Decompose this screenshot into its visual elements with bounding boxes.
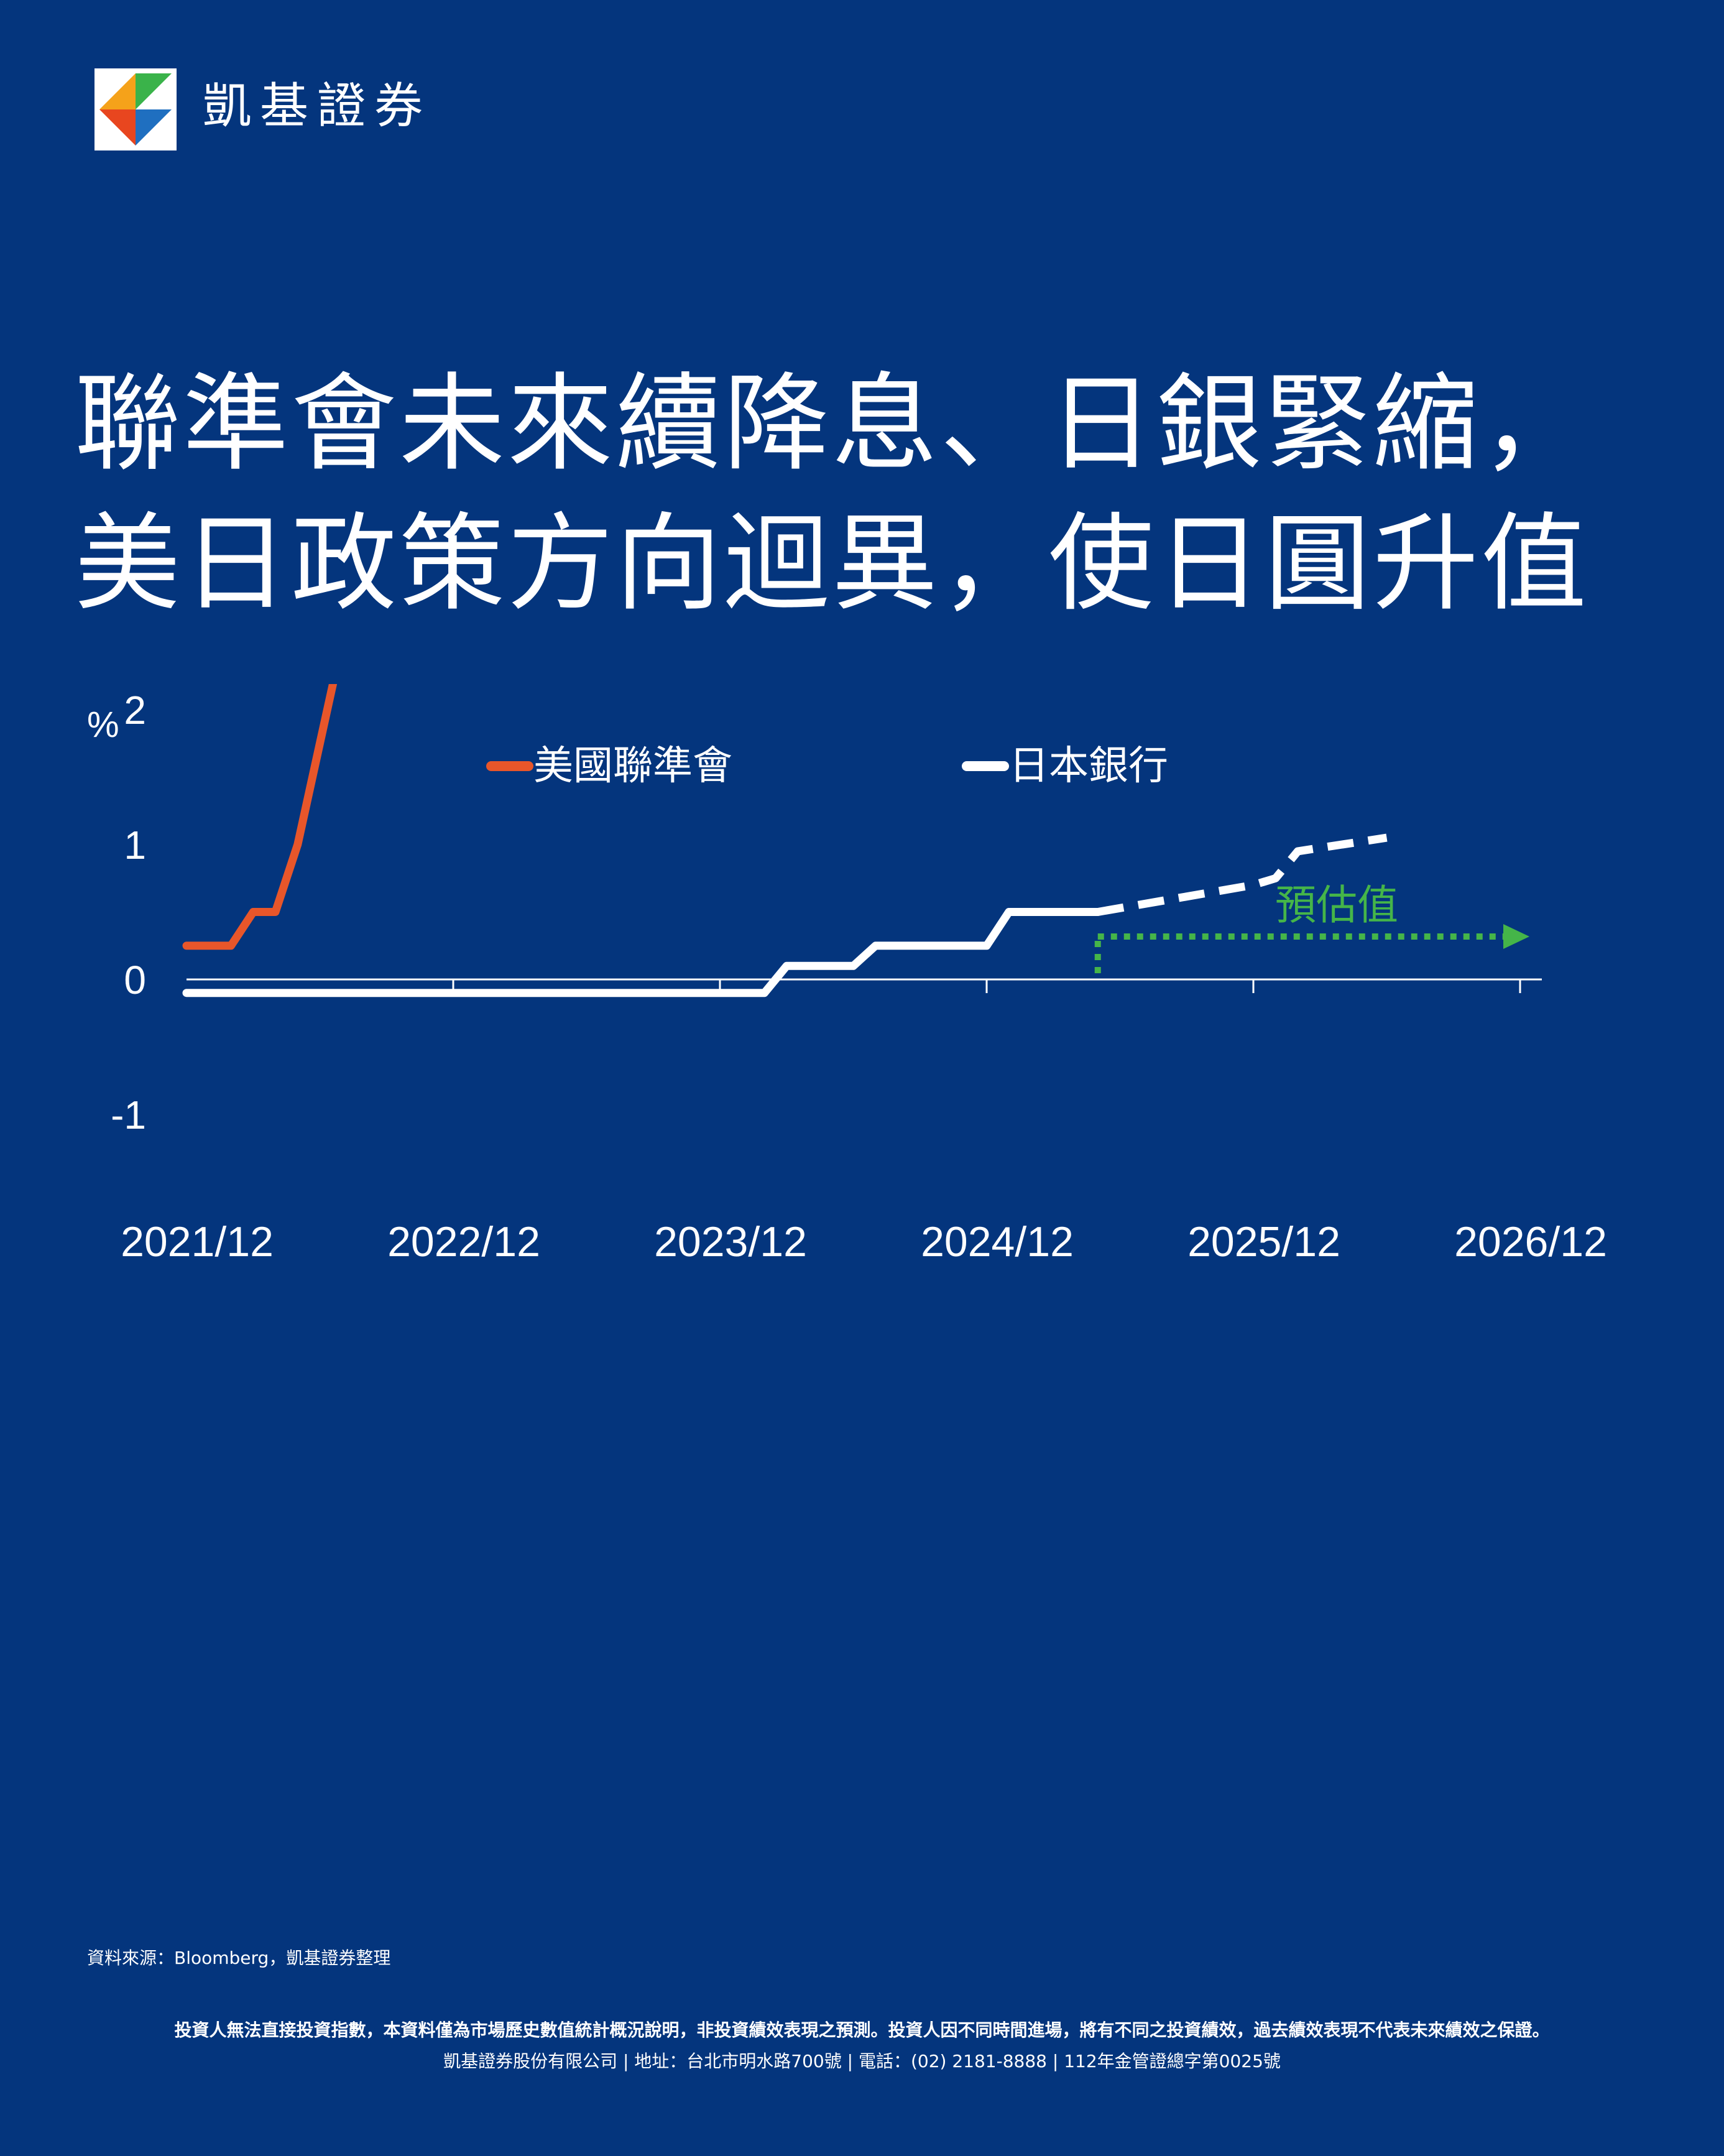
company-logo-icon: [94, 68, 177, 150]
y-tick-label: -1: [111, 1093, 146, 1137]
y-axis-unit-label: %: [87, 705, 119, 745]
x-tick-label: 2022/12: [387, 1218, 540, 1265]
fed-rate-actual-line: [182, 684, 338, 950]
x-tick-label: 2025/12: [1187, 1218, 1340, 1265]
y-tick-label: 1: [124, 823, 146, 867]
boj-rate-actual-line: [182, 908, 1102, 997]
title-line-1: 聯準會未來續降息、日銀緊縮，: [75, 363, 1590, 486]
y-tick-label: 0: [124, 958, 146, 1002]
x-tick-label: 2026/12: [1454, 1218, 1607, 1265]
legend-boj-label: 日本銀行: [1009, 743, 1168, 789]
disclaimer-text: 投資人無法直接投資指數，本資料僅為市場歷史數值統計概況說明，非投資績效表現之預測…: [174, 2020, 1550, 2040]
title-line-2: 美日政策方向迴異，使日圓升值: [75, 502, 1590, 626]
source-note: 資料來源：Bloomberg，凱基證券整理: [87, 1948, 391, 1968]
rate-chart: %-101234562021/122022/122023/122024/1220…: [87, 684, 1607, 1265]
legend-fed-label: 美國聯準會: [533, 743, 732, 789]
boj-rate-forecast-line: [1097, 833, 1388, 916]
x-tick-label: 2023/12: [654, 1218, 807, 1265]
x-tick-label: 2024/12: [921, 1218, 1074, 1265]
forecast-arrow-head-icon: [1503, 924, 1529, 949]
y-tick-label: 2: [124, 688, 146, 733]
brand-name: 凱基證券: [203, 78, 432, 134]
forecast-label: 預估值: [1275, 881, 1398, 929]
x-tick-label: 2021/12: [121, 1218, 274, 1265]
company-info: 凱基證券股份有限公司 | 地址：台北市明水路700號 | 電話：(02) 218…: [443, 2051, 1281, 2071]
page-title: 聯準會未來續降息、日銀緊縮， 美日政策方向迴異，使日圓升值: [75, 354, 1691, 634]
